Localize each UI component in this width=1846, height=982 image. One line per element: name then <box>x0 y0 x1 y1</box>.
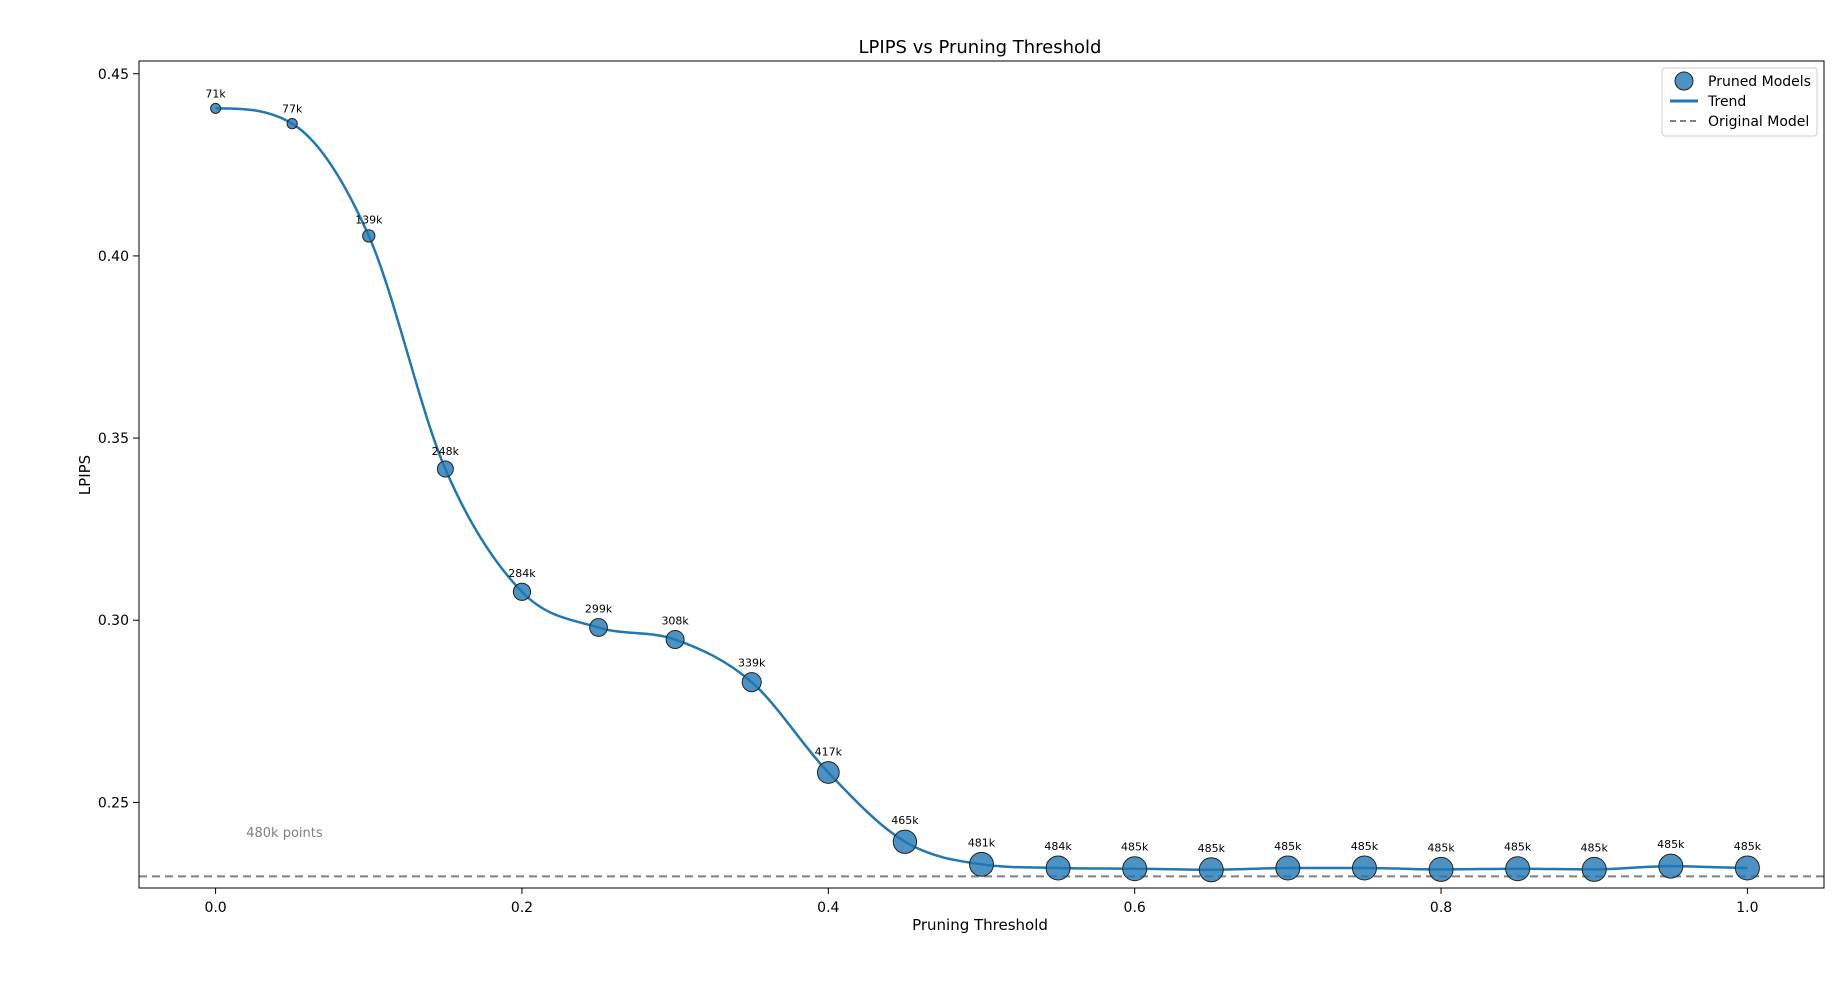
x-tick-label: 0.2 <box>511 900 533 916</box>
point-label: 139k <box>355 214 383 227</box>
data-point <box>665 630 685 650</box>
plot-frame <box>138 60 1825 889</box>
point-label: 485k <box>1504 841 1532 854</box>
data-point <box>741 672 762 693</box>
point-label: 308k <box>661 615 689 628</box>
point-label: 484k <box>1044 840 1072 853</box>
point-label: 485k <box>1121 841 1149 854</box>
data-point <box>1275 855 1301 881</box>
data-point <box>1045 855 1071 881</box>
x-tick-label: 0.0 <box>204 900 226 916</box>
point-label: 339k <box>738 657 766 670</box>
data-point <box>1658 853 1684 879</box>
data-point <box>1734 855 1760 881</box>
data-point <box>1428 856 1454 882</box>
point-label: 248k <box>432 445 460 458</box>
point-label: 299k <box>585 603 613 616</box>
x-tick-label: 0.6 <box>1124 900 1146 916</box>
y-tick-label: 0.35 <box>98 431 129 447</box>
chart-title: LPIPS vs Pruning Threshold <box>859 37 1102 58</box>
y-tick-label: 0.45 <box>98 67 129 83</box>
x-axis-label: Pruning Threshold <box>912 916 1048 934</box>
data-point <box>1505 856 1531 882</box>
data-point <box>1351 855 1377 881</box>
point-label: 481k <box>968 836 996 849</box>
point-label: 485k <box>1427 841 1455 854</box>
data-point <box>512 582 532 601</box>
data-point <box>589 618 608 637</box>
point-label: 71k <box>205 87 226 100</box>
y-tick-label: 0.25 <box>98 795 129 811</box>
point-label: 485k <box>1351 840 1379 853</box>
data-point <box>286 118 298 130</box>
y-axis-label: LPIPS <box>76 455 94 495</box>
legend-marker-pruned-models <box>1674 71 1694 91</box>
legend-label-pruned-models: Pruned Models <box>1708 74 1811 90</box>
data-point <box>210 102 222 114</box>
point-label: 485k <box>1198 842 1226 855</box>
legend-label-original-model: Original Model <box>1708 114 1809 130</box>
data-point <box>362 229 376 243</box>
point-label: 485k <box>1734 840 1762 853</box>
legend-box <box>1661 67 1818 137</box>
x-tick-label: 0.4 <box>817 900 839 916</box>
plot-area <box>139 61 1824 888</box>
data-point <box>1122 856 1148 882</box>
point-label: 485k <box>1657 838 1685 851</box>
data-point <box>892 829 918 854</box>
legend: Pruned Models Trend Original Model <box>1661 67 1818 137</box>
point-label: 465k <box>891 814 919 827</box>
y-tick-label: 0.40 <box>98 249 129 265</box>
point-label: 485k <box>1581 841 1609 854</box>
point-label: 284k <box>508 567 536 580</box>
annotation-text: 480k points <box>246 826 323 841</box>
point-label: 485k <box>1274 840 1302 853</box>
legend-label-trend: Trend <box>1707 94 1746 110</box>
data-point <box>1198 857 1224 883</box>
data-point <box>816 761 840 784</box>
y-tick-label: 0.30 <box>98 613 129 629</box>
point-label: 77k <box>282 103 303 116</box>
data-point <box>1581 856 1607 882</box>
x-tick-label: 0.8 <box>1430 900 1452 916</box>
data-point <box>969 851 994 877</box>
point-label: 417k <box>815 746 843 759</box>
x-tick-label: 1.0 <box>1736 900 1758 916</box>
data-point <box>436 460 454 478</box>
